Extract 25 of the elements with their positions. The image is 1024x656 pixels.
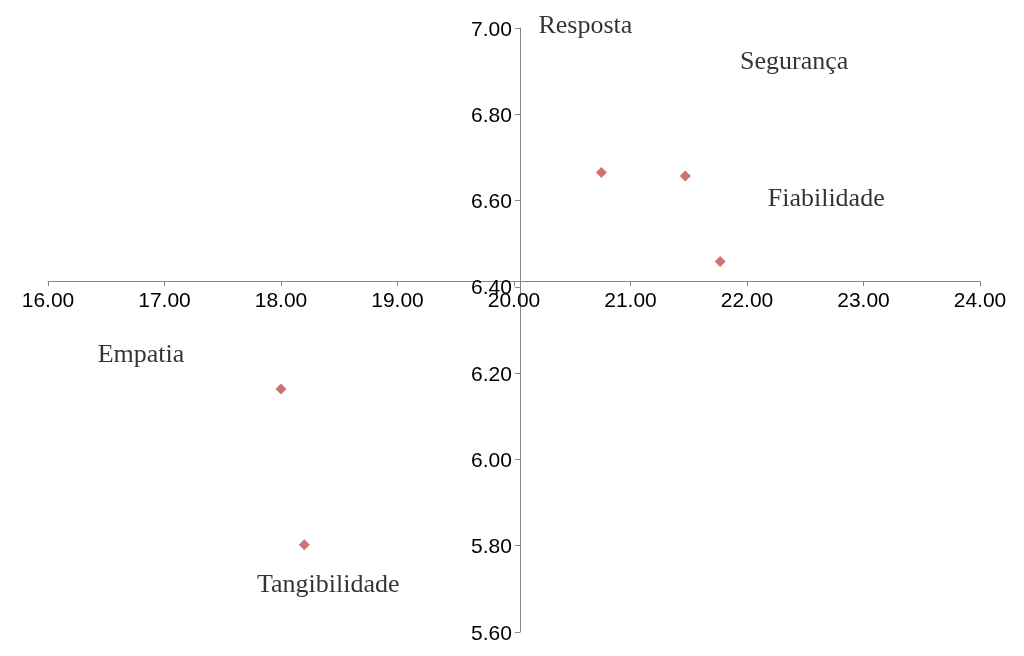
x-tick-label: 17.00	[138, 288, 191, 312]
x-tick-label: 23.00	[837, 288, 890, 312]
annotation: Tangibilidade	[257, 569, 400, 599]
x-tick-label: 19.00	[371, 288, 424, 312]
x-tick-label: 18.00	[254, 288, 308, 312]
x-tick-label: 21.00	[604, 288, 657, 312]
annotation: Resposta	[538, 10, 633, 40]
point	[595, 167, 607, 179]
y-tick-label: 6.20	[471, 361, 512, 385]
y-tick-label: 5.60	[471, 620, 512, 644]
annotation: Empatia	[97, 338, 185, 368]
y-tick-label: 6.00	[471, 447, 512, 471]
y-tick-label: 6.80	[471, 102, 512, 126]
point	[275, 383, 287, 395]
point	[714, 255, 726, 267]
y-tick-label: 6.60	[471, 189, 512, 213]
y-tick-label: 7.00	[471, 16, 512, 40]
y-tick-label: 5.80	[471, 534, 512, 558]
point	[679, 170, 691, 182]
annotation: Segurança	[740, 46, 849, 76]
annotation: Fiabilidade	[767, 182, 885, 212]
x-tick-label: 24.00	[953, 288, 1007, 312]
point	[298, 539, 310, 551]
x-tick-label: 22.00	[720, 288, 774, 312]
x-tick-label: 16.00	[21, 288, 75, 312]
